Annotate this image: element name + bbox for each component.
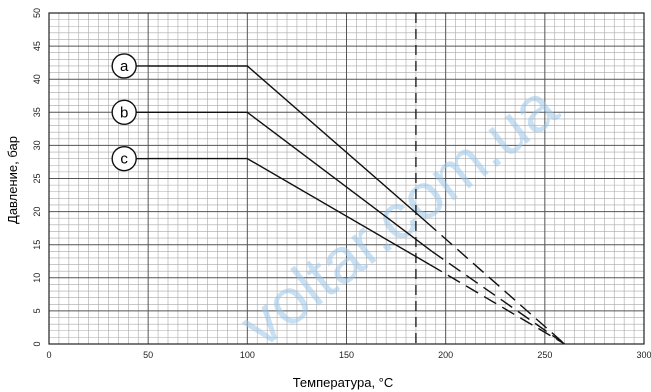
series-a-label: a: [120, 58, 129, 75]
series-a: a: [111, 53, 566, 345]
y-tick-label: 5: [32, 308, 42, 313]
series-layer: a b c: [111, 53, 566, 345]
x-tick-label: 150: [339, 350, 354, 360]
y-tick-label: 25: [32, 173, 42, 183]
x-axis-ticks: 0 50 100 150 200 250 300: [46, 350, 651, 360]
y-tick-label: 40: [32, 74, 42, 84]
series-c-callout-circle: [111, 145, 137, 172]
series-b-label: b: [120, 104, 128, 121]
x-tick-label: 50: [143, 350, 153, 360]
y-tick-label: 30: [32, 140, 42, 150]
series-b-dashed-line: [431, 250, 566, 345]
x-tick-label: 100: [240, 350, 255, 360]
series-c-solid-line: [148, 157, 431, 266]
y-axis-ticks: 0 5 10 15 20 25 30 35 40 45 50: [32, 8, 42, 347]
series-a-dashed-line: [425, 220, 566, 345]
x-axis-label: Температура, °C: [293, 375, 394, 390]
x-tick-label: 200: [438, 350, 453, 360]
series-a-callout-circle: [111, 53, 137, 79]
x-tick-label: 300: [636, 350, 651, 360]
series-c-dashed-line: [429, 263, 566, 345]
series-c-label: c: [120, 151, 128, 168]
x-tick-label: 0: [46, 350, 51, 360]
y-tick-label: 0: [32, 341, 42, 346]
plot-border: [48, 12, 645, 345]
grid-major: [49, 13, 644, 344]
plot-frame: [48, 12, 645, 345]
y-tick-label: 50: [32, 8, 42, 18]
y-tick-label: 20: [32, 207, 42, 217]
series-b-callout-circle: [111, 99, 137, 126]
x-tick-label: 250: [537, 350, 552, 360]
series-c: c: [111, 145, 566, 345]
y-axis-label: Давление, бар: [5, 136, 20, 224]
series-b: b: [111, 99, 566, 345]
y-tick-label: 15: [32, 240, 42, 250]
series-a-solid-line: [148, 65, 427, 223]
series-b-solid-line: [148, 111, 433, 252]
y-tick-label: 35: [32, 107, 42, 117]
y-tick-label: 10: [32, 273, 42, 283]
y-tick-label: 45: [32, 41, 42, 51]
